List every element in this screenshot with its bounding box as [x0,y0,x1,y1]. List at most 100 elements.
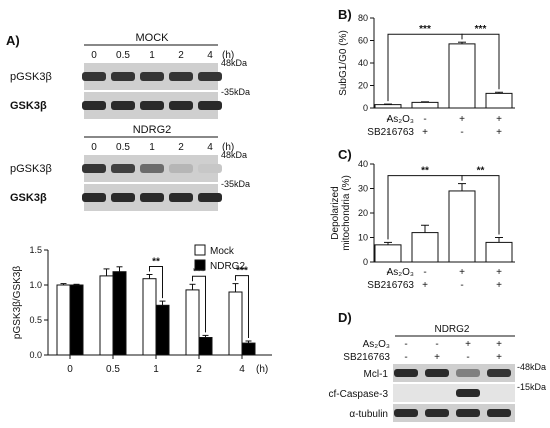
treatment-sign: - [460,280,463,291]
y-tick-label: 40 [358,159,368,169]
bar-ndrg2 [155,304,170,356]
panel-label-a: A) [6,33,20,48]
blot-strip [393,384,515,402]
x-tick-label: 0 [67,364,73,375]
blot-band [487,409,511,417]
significance-label: *** [419,24,431,35]
blot-band [140,72,164,81]
blot-band [456,389,480,397]
blot-band [140,164,164,173]
significance-label: *** [475,24,487,35]
blot-marker: -15kDa [517,382,546,392]
treatment-label-as2o3: As₂O₃ [363,339,390,350]
blot-marker: -35kDa [221,87,250,97]
y-tick-label: 60 [358,36,368,46]
treatment-sign: - [386,267,389,278]
blot-panel-d: NDRG2 As₂O₃ SB216763 - - + + - + - + Mcl-1 -48kDa cf-… [329,324,546,422]
blot-band [82,164,106,173]
blot-band [82,193,106,202]
significance-bracket [461,175,500,235]
y-tick-label: 80 [358,13,368,23]
treatment-label-as2o3: As₂O₃ [387,267,414,278]
treatment-sign: - [423,114,426,125]
bar-ndrg2 [69,284,84,356]
time-label: 1 [149,50,155,61]
y-tick-label: 40 [358,58,368,68]
treatment-sign: - [466,352,469,363]
treatment-sign: - [386,114,389,125]
blot-row-label: pGSK3β [10,163,52,175]
x-axis-label: (h) [256,364,268,375]
treatment-sign: + [422,280,428,291]
treatment-sign: - [460,127,463,138]
blot-band [198,164,222,173]
blot-row-label: Mcl-1 [364,369,389,380]
chart-depolarized-mitochondria: 0 10 20 30 40 Depolarized mitochondria (%) ** **… [330,159,515,291]
blot-band [456,409,480,417]
significance-bracket [461,33,500,90]
significance-bracket [192,275,206,333]
blot-band [169,72,193,81]
treatment-label-as2o3: As₂O₃ [387,114,414,125]
time-unit: (h) [222,50,234,61]
bar-mock [142,278,157,356]
blot-row-label: pGSK3β [10,71,52,83]
significance-label: ** [477,166,485,177]
treatment-sign: + [465,339,471,350]
treatment-label-sb: SB216763 [367,127,414,138]
blot-marker: 48kDa [221,150,247,160]
blot-band [169,164,193,173]
treatment-sign: - [386,127,389,138]
blot-band [140,101,164,110]
y-tick-label: 0 [363,103,368,113]
treatment-sign: + [434,352,440,363]
time-label: 1 [149,142,155,153]
bar-mock [185,289,200,356]
time-unit: (h) [222,142,234,153]
treatment-sign: + [496,114,502,125]
panel-label-d: D) [338,310,352,325]
legend-label: NDRG2 [210,261,245,272]
blot-band [198,101,222,110]
blot-marker: 48kDa [221,58,247,68]
treatment-sign: + [496,280,502,291]
bar-mock [56,284,71,356]
bar [448,43,476,109]
y-tick-label: 30 [358,184,368,194]
blot-band [394,369,418,377]
significance-bracket [149,266,163,299]
y-tick-label: 20 [358,208,368,218]
blot-title: NDRG2 [434,324,469,335]
legend-label: Mock [210,246,235,257]
treatment-sign: + [496,127,502,138]
blot-title: MOCK [136,32,170,44]
blot-band [111,72,135,81]
panel-label-b: B) [338,7,352,22]
treatment-sign: - [386,280,389,291]
blot-band [111,193,135,202]
blot-row-label: GSK3β [10,100,47,112]
treatment-sign: + [496,339,502,350]
blot-band [487,369,511,377]
blot-band [111,164,135,173]
legend-swatch [194,244,206,256]
y-tick-label: 1.5 [29,245,42,255]
x-tick-label: 0.5 [106,364,120,375]
time-label: 0 [91,50,97,61]
treatment-label-sb: SB216763 [343,352,390,363]
blot-band [169,193,193,202]
blot-band [82,72,106,81]
blot-strip [393,404,515,422]
y-tick-label: 0.5 [29,315,42,325]
y-tick-label: 10 [358,233,368,243]
blot-band [425,409,449,417]
x-tick-label: 2 [196,364,202,375]
bar [411,232,439,263]
blot-band [394,409,418,417]
blot-ndrg2: NDRG2 0 0.5 1 2 4 (h) pGSK3β 48kDa GSK3β -35kDa [10,124,250,211]
significance-label: *** [236,266,248,277]
bar [374,104,402,109]
bar [485,241,513,263]
treatment-label-sb: SB216763 [367,280,414,291]
